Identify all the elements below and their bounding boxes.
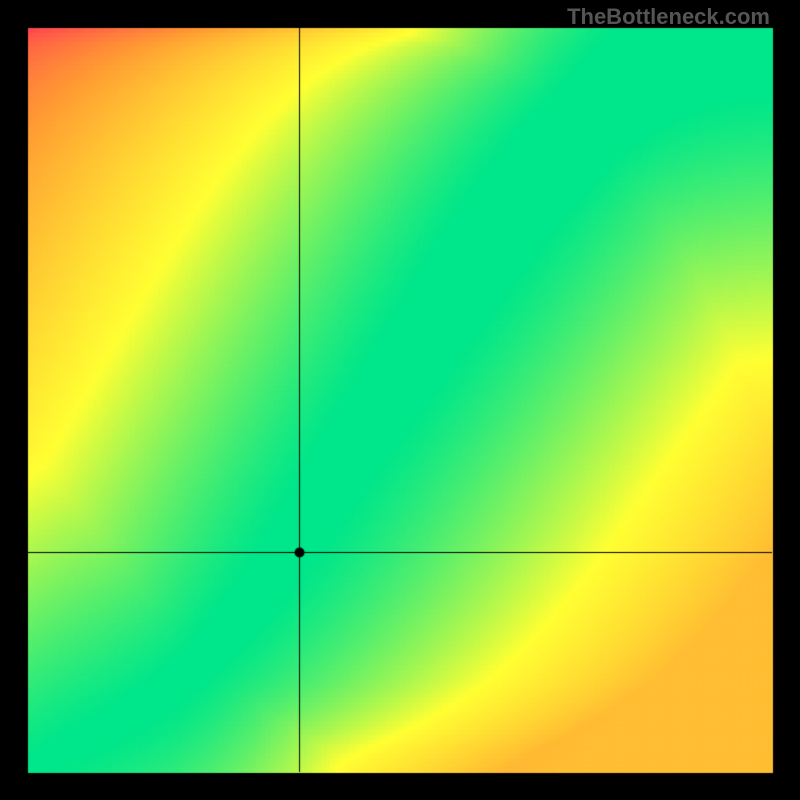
heatmap-canvas bbox=[0, 0, 800, 800]
watermark-text: TheBottleneck.com bbox=[567, 4, 770, 30]
chart-container: TheBottleneck.com bbox=[0, 0, 800, 800]
